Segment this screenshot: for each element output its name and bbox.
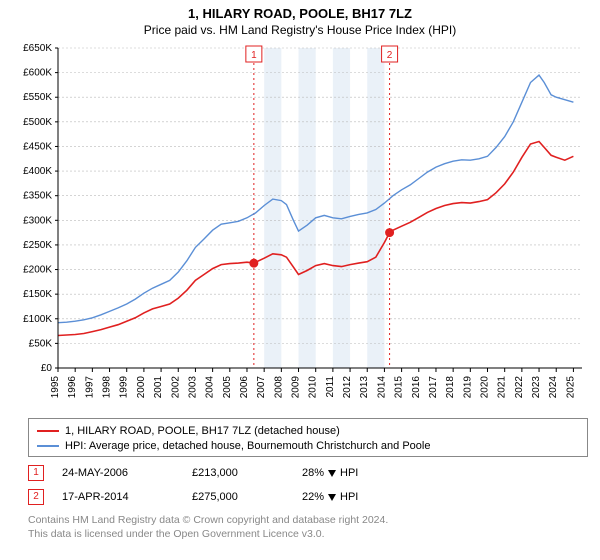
svg-text:2: 2: [387, 50, 393, 61]
svg-text:£550K: £550K: [23, 92, 52, 103]
svg-text:2000: 2000: [136, 376, 147, 399]
svg-text:£50K: £50K: [29, 338, 53, 349]
sale-diff: 28%HPI: [302, 467, 358, 479]
svg-text:2012: 2012: [342, 376, 353, 399]
svg-text:2002: 2002: [170, 376, 181, 399]
sale-diff: 22%HPI: [302, 491, 358, 503]
svg-text:1998: 1998: [102, 376, 113, 399]
svg-text:2006: 2006: [239, 376, 250, 399]
legend-swatch: [37, 445, 59, 447]
sale-price: £275,000: [192, 491, 302, 503]
price-chart: £0 £50K £100K £150K £200K £250K £300K £350K £400…: [10, 42, 590, 412]
svg-text:2023: 2023: [531, 376, 542, 399]
svg-text:£150K: £150K: [23, 289, 52, 300]
svg-text:2004: 2004: [205, 376, 216, 399]
svg-text:£0: £0: [41, 363, 53, 374]
svg-text:1995: 1995: [50, 376, 61, 399]
svg-text:2001: 2001: [153, 376, 164, 399]
svg-text:1999: 1999: [119, 376, 130, 399]
svg-text:£650K: £650K: [23, 43, 52, 54]
arrow-down-icon: [328, 470, 336, 477]
legend: 1, HILARY ROAD, POOLE, BH17 7LZ (detache…: [28, 418, 588, 457]
svg-text:£500K: £500K: [23, 117, 52, 128]
svg-text:2020: 2020: [480, 376, 491, 399]
svg-text:2022: 2022: [514, 376, 525, 399]
sale-badge: 1: [28, 465, 44, 481]
svg-text:£350K: £350K: [23, 191, 52, 202]
legend-row: 1, HILARY ROAD, POOLE, BH17 7LZ (detache…: [37, 423, 579, 438]
svg-text:2009: 2009: [291, 376, 302, 399]
arrow-down-icon: [328, 494, 336, 501]
sale-date: 17-APR-2014: [62, 491, 192, 503]
svg-text:2018: 2018: [445, 376, 456, 399]
page-title: 1, HILARY ROAD, POOLE, BH17 7LZ: [0, 6, 600, 21]
svg-text:2021: 2021: [497, 376, 508, 399]
sale-row: 2 17-APR-2014£275,00022%HPI: [28, 489, 588, 505]
svg-text:£600K: £600K: [23, 68, 52, 79]
svg-text:2016: 2016: [411, 376, 422, 399]
svg-text:2025: 2025: [565, 376, 576, 399]
svg-text:2011: 2011: [325, 376, 336, 398]
legend-label: HPI: Average price, detached house, Bour…: [65, 440, 430, 452]
svg-text:1: 1: [251, 50, 257, 61]
legend-label: 1, HILARY ROAD, POOLE, BH17 7LZ (detache…: [65, 425, 340, 437]
svg-text:£200K: £200K: [23, 265, 52, 276]
svg-text:£100K: £100K: [23, 314, 52, 325]
svg-text:2017: 2017: [428, 376, 439, 399]
svg-text:£450K: £450K: [23, 141, 52, 152]
svg-text:2024: 2024: [548, 376, 559, 399]
sale-row: 1 24-MAY-2006£213,00028%HPI: [28, 465, 588, 481]
svg-text:2015: 2015: [394, 376, 405, 399]
svg-text:2005: 2005: [222, 376, 233, 399]
svg-text:£300K: £300K: [23, 215, 52, 226]
svg-text:2008: 2008: [273, 376, 284, 399]
legend-swatch: [37, 430, 59, 432]
svg-text:2013: 2013: [359, 376, 370, 399]
sale-price: £213,000: [192, 467, 302, 479]
svg-text:2014: 2014: [376, 376, 387, 399]
svg-text:1997: 1997: [84, 376, 95, 399]
svg-text:2007: 2007: [256, 376, 267, 399]
svg-text:2003: 2003: [187, 376, 198, 399]
legend-row: HPI: Average price, detached house, Bour…: [37, 438, 579, 453]
disclaimer: Contains HM Land Registry data © Crown c…: [28, 513, 588, 541]
svg-text:£250K: £250K: [23, 240, 52, 251]
sale-date: 24-MAY-2006: [62, 467, 192, 479]
page-subtitle: Price paid vs. HM Land Registry's House …: [0, 23, 600, 37]
sale-badge: 2: [28, 489, 44, 505]
svg-text:£400K: £400K: [23, 166, 52, 177]
svg-text:1996: 1996: [67, 376, 78, 399]
svg-text:2010: 2010: [308, 376, 319, 399]
svg-text:2019: 2019: [462, 376, 473, 399]
